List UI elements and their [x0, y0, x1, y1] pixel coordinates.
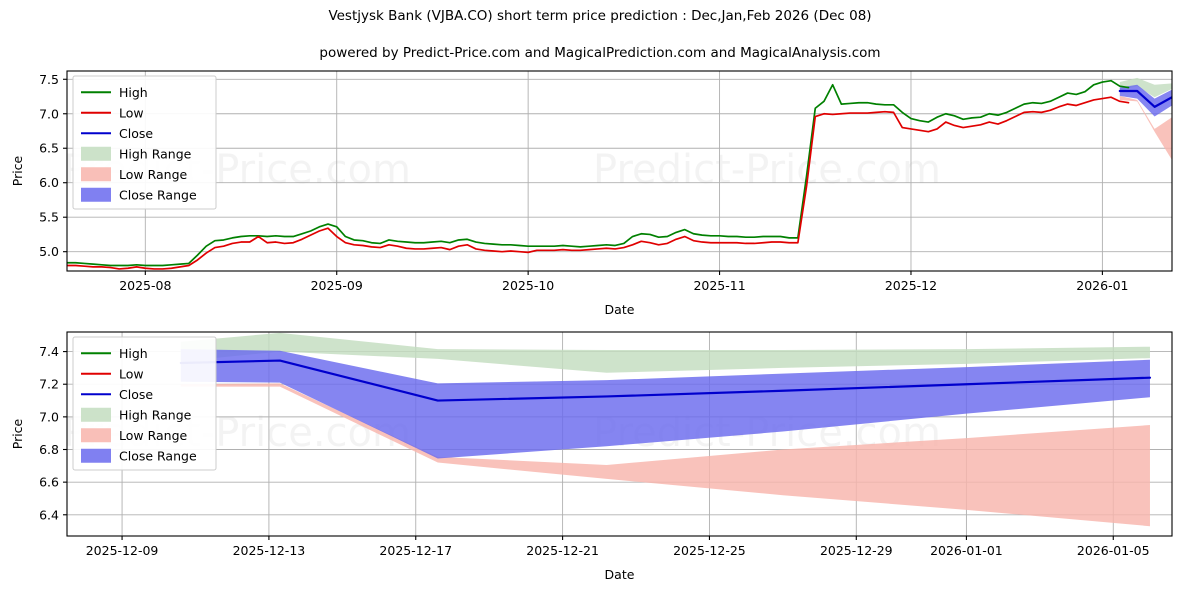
x-tick-label: 2026-01-05: [1077, 543, 1150, 558]
x-tick-label: 2025-12-21: [526, 543, 599, 558]
axis-frame-bottom: [66, 331, 1173, 537]
y-tick-label: 7.2: [39, 377, 59, 392]
x-tick-label: 2025-12-13: [233, 543, 306, 558]
band-close-range: [180, 349, 1150, 459]
line-close: [1118, 89, 1172, 108]
page-subtitle: powered by Predict-Price.com and Magical…: [319, 45, 881, 61]
chart-top: Predict-Price.comPredict-Price.com5.05.5…: [10, 70, 1173, 317]
legend-swatch-close-range: [81, 448, 111, 463]
legend-label-high-range: High Range: [119, 146, 192, 161]
y-tick-label: 5.5: [39, 210, 59, 225]
y-tick-label: 5.0: [39, 244, 59, 259]
y-tick-label: 6.6: [39, 475, 59, 490]
legend-label-close: Close: [119, 126, 153, 141]
x-axis-title: Date: [605, 302, 635, 317]
legend-swatch-close-range: [81, 187, 111, 202]
x-tick-label: 2025-08: [119, 278, 171, 293]
ticks-top: 5.0 5.5 6.0 6.5 7.0 7.5 2025-08 2025-09 2025-10 2…: [39, 72, 1128, 293]
y-tick-label: 7.4: [39, 344, 59, 359]
series-top: [67, 79, 1172, 270]
y-tick-label: 6.4: [39, 507, 59, 522]
band-close-range: [1119, 84, 1172, 117]
x-tick-label: 2026-01: [1076, 278, 1128, 293]
x-tick-label: 2026-01-01: [930, 543, 1003, 558]
series-bottom: [179, 359, 1152, 402]
y-tick-label: 7.5: [39, 72, 59, 87]
page-title: Vestjysk Bank (VJBA.CO) short term price…: [328, 8, 872, 24]
x-tick-label: 2025-09: [311, 278, 363, 293]
band-high-range: [180, 332, 1150, 373]
bands-top: [1119, 77, 1172, 160]
x-tick-label: 2025-12-29: [820, 543, 893, 558]
legend-label-low-range: Low Range: [119, 167, 188, 182]
legend-label-close-range: Close Range: [119, 448, 197, 463]
x-tick-label: 2025-12-25: [673, 543, 746, 558]
x-tick-label: 2025-11: [693, 278, 745, 293]
watermark-text: Predict-Price.com: [593, 147, 941, 193]
x-tick-label: 2025-12-09: [86, 543, 159, 558]
legend-label-low-range: Low Range: [119, 428, 188, 443]
bands-bottom: [180, 332, 1150, 527]
axis-frame-top: [66, 70, 1173, 272]
band-low-range: [1119, 95, 1172, 160]
x-axis-title: Date: [605, 567, 635, 582]
legend-label-high: High: [119, 85, 148, 100]
y-tick-label: 6.8: [39, 442, 59, 457]
legend-swatch-high-range: [81, 146, 111, 161]
y-tick-label: 7.0: [39, 409, 59, 424]
legend-label-low: Low: [119, 105, 144, 120]
legend-bottom: High Low Close High Range Low Range Close Ran…: [72, 336, 217, 471]
legend-label-close: Close: [119, 387, 153, 402]
x-tick-label: 2025-12-17: [379, 543, 452, 558]
legend-label-low: Low: [119, 366, 144, 381]
y-axis-title: Price: [10, 155, 25, 186]
legend-swatch-high-range: [81, 407, 111, 422]
line-close: [179, 359, 1152, 402]
legend-swatch-low-range: [81, 167, 111, 182]
x-tick-label: 2025-12: [885, 278, 937, 293]
y-axis-title: Price: [10, 418, 25, 449]
line-high: [67, 79, 1130, 267]
legend-label-close-range: Close Range: [119, 187, 197, 202]
legend-label-high-range: High Range: [119, 407, 192, 422]
y-tick-label: 6.5: [39, 141, 59, 156]
chart-bottom: Predict-Price.comPredict-Price.com6.46.6…: [10, 331, 1173, 582]
legend-swatch-low-range: [81, 428, 111, 443]
band-high-range: [1119, 77, 1172, 98]
y-tick-label: 6.0: [39, 175, 59, 190]
legend-label-high: High: [119, 346, 148, 361]
x-tick-label: 2025-10: [502, 278, 554, 293]
ticks-bottom: 6.4 6.6 6.8 7.0 7.2 7.4 2025-12-09 2025-12-13 20…: [39, 344, 1149, 558]
y-tick-label: 7.0: [39, 106, 59, 121]
line-low: [67, 96, 1130, 270]
legend-top: High Low Close High Range Low Range Close Ran…: [72, 75, 217, 210]
band-low-range: [180, 383, 1150, 527]
